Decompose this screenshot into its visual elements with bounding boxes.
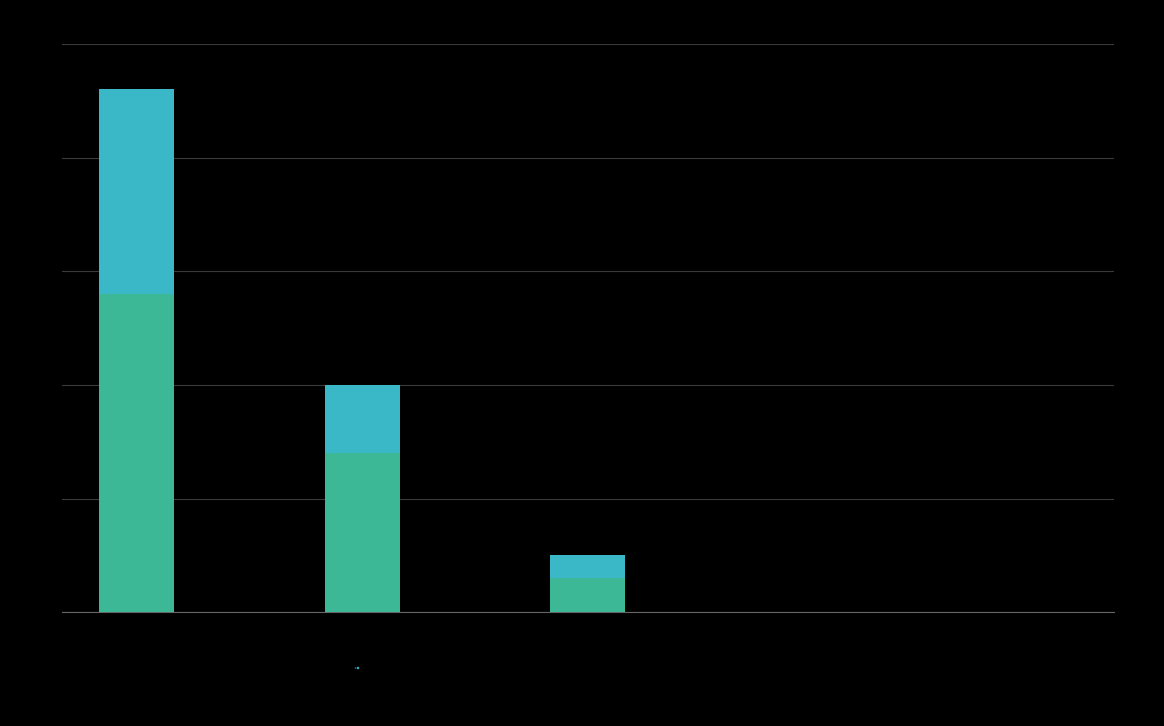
Bar	[551, 555, 625, 578]
Legend: , : ,	[355, 667, 359, 669]
Bar	[551, 578, 625, 612]
Bar	[99, 294, 175, 612]
Bar	[99, 89, 175, 294]
Bar	[325, 453, 400, 612]
Bar	[325, 385, 400, 453]
